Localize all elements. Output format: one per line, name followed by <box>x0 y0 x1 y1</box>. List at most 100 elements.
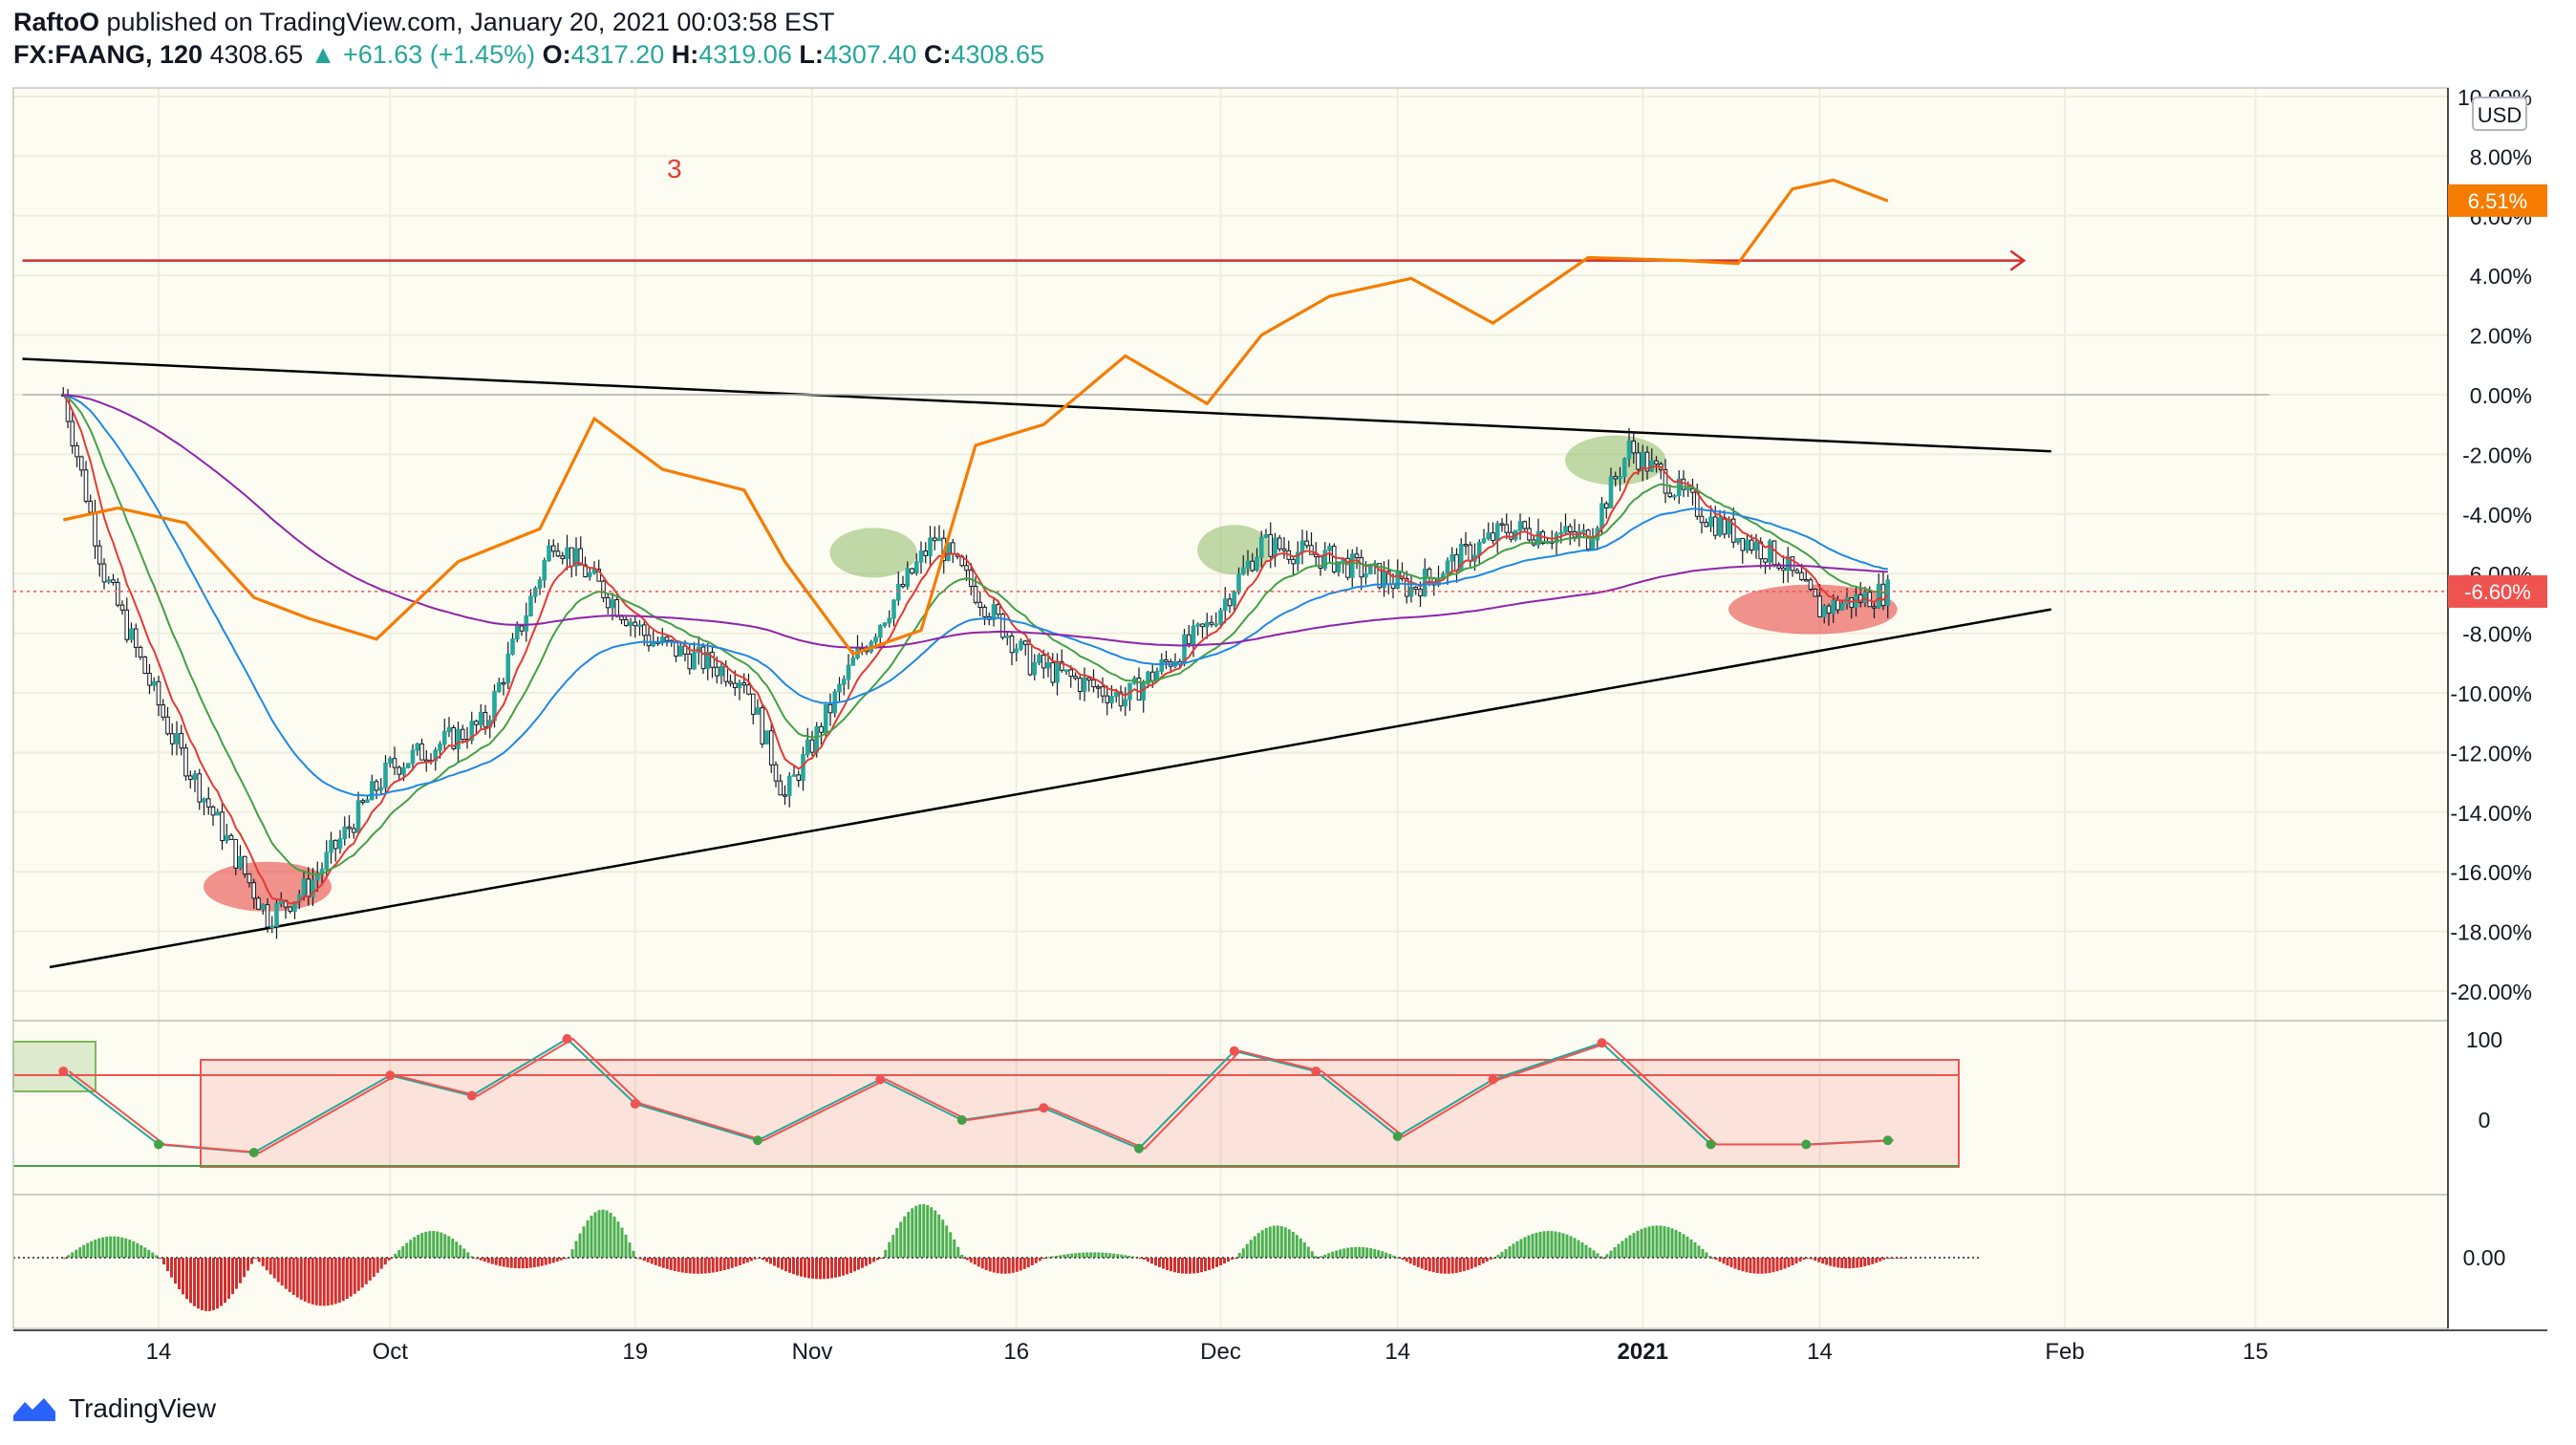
symbol-name[interactable]: FX:FAANG, 120 <box>13 40 204 69</box>
candle-body <box>1535 530 1541 546</box>
candle-body <box>1558 531 1564 535</box>
candle-body <box>910 568 914 574</box>
histogram-bar <box>90 1240 94 1258</box>
histogram-bar <box>960 1254 964 1258</box>
tradingview-logo-icon[interactable] <box>11 1394 59 1423</box>
histogram-bar <box>872 1258 875 1262</box>
histogram-bar <box>961 1258 965 1259</box>
candle-body <box>1463 544 1469 547</box>
histogram-bar <box>1316 1258 1320 1259</box>
currency-selector[interactable]: USD <box>2472 97 2527 131</box>
histogram-bar <box>1632 1233 1636 1258</box>
histogram-bar <box>1779 1258 1783 1270</box>
histogram-bar <box>1802 1258 1806 1260</box>
candle-body <box>101 563 107 583</box>
candle-body <box>1644 451 1650 472</box>
candle-body <box>918 550 924 563</box>
candle-body <box>1349 553 1355 578</box>
histogram-bar <box>1405 1258 1408 1262</box>
histogram-bar <box>432 1231 436 1258</box>
candle-body <box>260 904 266 910</box>
y-tick-label: -2.00% <box>2462 442 2532 467</box>
candle-body <box>1304 540 1310 547</box>
candle-body <box>1055 660 1060 683</box>
oscillator-cross-dot <box>385 1070 396 1081</box>
histogram-bar <box>1764 1258 1768 1274</box>
histogram-bar <box>1256 1233 1260 1258</box>
candle-body <box>1068 669 1074 678</box>
histogram-bar <box>124 1238 128 1258</box>
histogram-bar <box>360 1258 364 1288</box>
histogram-bar <box>632 1250 635 1258</box>
candle-body <box>1481 538 1487 544</box>
candle-body <box>823 703 828 733</box>
candle-body <box>1209 621 1214 625</box>
histogram-bar <box>401 1246 405 1258</box>
histogram-bar <box>1196 1258 1199 1273</box>
candle-body <box>1136 678 1142 701</box>
price-axis[interactable]: 10.00%8.00%6.00%4.00%2.00%0.00%-2.00%-4.… <box>2450 85 2532 1004</box>
histogram-bar <box>1066 1254 1070 1258</box>
oscillator-cross-dot <box>1597 1038 1607 1048</box>
candle-body <box>1377 563 1383 589</box>
histogram-bar <box>466 1252 470 1258</box>
candle-body <box>1599 503 1604 529</box>
histogram-bar <box>800 1258 803 1277</box>
histogram-bar <box>1794 1258 1798 1264</box>
histogram-bar <box>769 1258 772 1264</box>
candle-body <box>1050 662 1056 683</box>
histogram-bar <box>1139 1258 1142 1259</box>
histogram-bar <box>999 1258 1003 1274</box>
oscillator-cross-dot <box>248 1148 259 1157</box>
histogram-bar <box>1291 1231 1295 1258</box>
author-name[interactable]: RaftoO <box>13 8 99 36</box>
histogram-bar <box>1768 1258 1771 1273</box>
candle-body <box>605 596 611 609</box>
histogram-bar <box>1508 1246 1512 1258</box>
histogram-bar <box>620 1227 624 1258</box>
histogram-bar <box>1051 1256 1055 1258</box>
histogram-bar <box>1636 1230 1640 1258</box>
histogram-bar <box>1678 1231 1682 1258</box>
histogram-bar <box>1204 1258 1207 1272</box>
histogram-bar <box>182 1258 184 1295</box>
candle-body <box>827 703 833 714</box>
candle-body <box>387 758 393 764</box>
candle-body <box>401 766 406 775</box>
footer-brand[interactable]: TradingView <box>69 1393 217 1423</box>
histogram-bar <box>82 1244 86 1258</box>
candle-body <box>614 599 620 617</box>
histogram-bar <box>1670 1228 1674 1258</box>
time-axis[interactable]: 14 Oct 19 Nov 16 Dec 14 2021 14 Feb 15 <box>146 1339 2268 1365</box>
candle-body <box>1808 579 1814 590</box>
candle-body <box>119 604 125 611</box>
highlight-zone <box>1565 435 1666 485</box>
vertical-gridlines <box>158 88 2257 1328</box>
footer: TradingView <box>11 1393 216 1424</box>
histogram-bar <box>781 1258 784 1270</box>
candle-body <box>1486 532 1492 540</box>
candle-body <box>1309 545 1314 555</box>
candle-body <box>841 679 847 685</box>
histogram-bar <box>1531 1234 1535 1258</box>
histogram-bar <box>1624 1238 1628 1258</box>
candle-body <box>1032 661 1038 676</box>
histogram-bar <box>1613 1247 1617 1258</box>
histogram-bar <box>680 1258 684 1273</box>
candle-body <box>964 565 969 572</box>
histogram-bar <box>1047 1257 1051 1259</box>
histogram-bar <box>1043 1258 1047 1259</box>
candle-body <box>1685 487 1691 491</box>
histogram-bar <box>436 1231 440 1258</box>
candle-body <box>1817 595 1822 617</box>
histogram-bar <box>1722 1258 1726 1264</box>
candle-body <box>1603 503 1609 508</box>
histogram-bar <box>128 1240 132 1258</box>
histogram-bar <box>1863 1258 1867 1267</box>
histogram-bar <box>1609 1250 1613 1258</box>
candle-body <box>677 645 683 657</box>
candle-body <box>1449 553 1455 562</box>
x-tick-label: Oct <box>373 1339 409 1365</box>
histogram-bar <box>376 1258 379 1273</box>
